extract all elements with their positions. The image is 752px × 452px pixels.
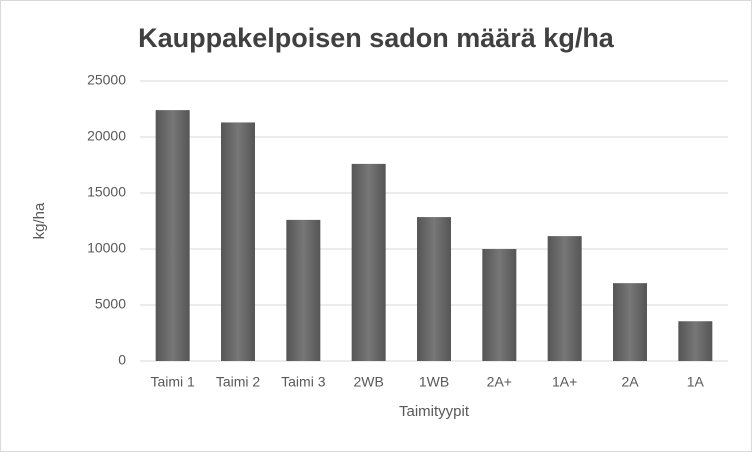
x-tick-label: 2A <box>621 374 639 390</box>
bar <box>678 321 713 361</box>
bar <box>547 236 582 361</box>
bar <box>482 249 517 361</box>
x-tick-label: 1A <box>687 374 705 390</box>
x-tick-label: 1A+ <box>552 374 577 390</box>
y-tick-label: 0 <box>118 352 126 368</box>
x-tick-label: Taimi 1 <box>150 374 195 390</box>
bar <box>351 163 386 361</box>
y-tick-label: 10000 <box>87 240 126 256</box>
chart-title: Kauppakelpoisen sadon määrä kg/ha <box>138 23 615 53</box>
x-tick-label: 2A+ <box>487 374 512 390</box>
y-tick-label: 25000 <box>87 72 126 88</box>
x-tick-label: 2WB <box>353 374 383 390</box>
bar <box>155 110 190 362</box>
x-tick-label: 1WB <box>419 374 449 390</box>
bar <box>221 122 255 361</box>
y-tick-label: 20000 <box>87 128 126 144</box>
bar <box>613 283 647 361</box>
x-axis-label: Taimityypit <box>399 403 470 420</box>
y-axis-label: kg/ha <box>31 202 48 239</box>
x-tick-label: Taimi 3 <box>281 374 326 390</box>
bar <box>417 217 451 361</box>
y-tick-label: 15000 <box>87 184 126 200</box>
x-tick-label: Taimi 2 <box>216 374 261 390</box>
y-tick-label: 5000 <box>95 296 126 312</box>
bar <box>286 219 321 361</box>
